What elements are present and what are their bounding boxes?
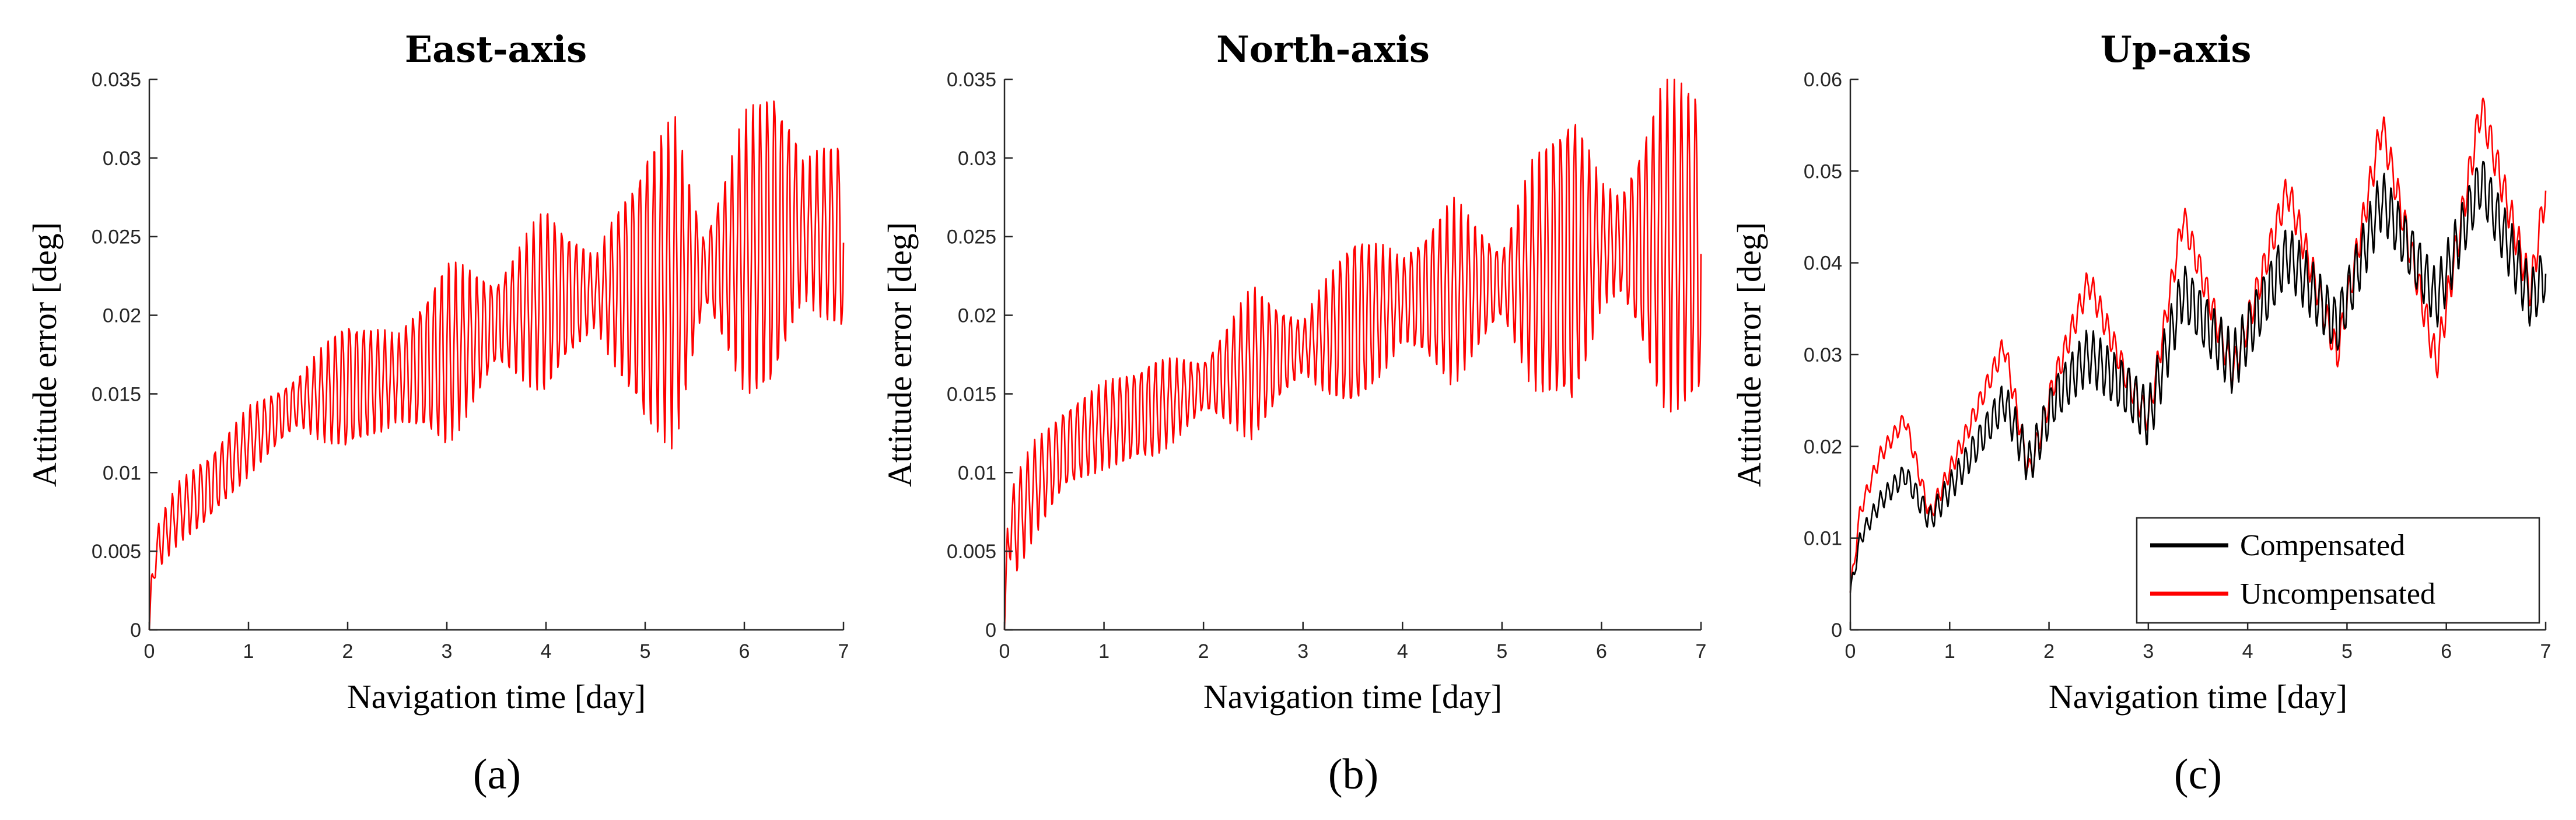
panel-b-axis-frame (1003, 79, 1701, 631)
panel-a-y-tick-label-1: 0.005 (92, 541, 141, 563)
panel-b-y-tick-label-2: 0.01 (958, 462, 996, 484)
panel-a-series-uncompensated-line (148, 100, 845, 630)
panel-b-y-tick-label-7: 0.035 (947, 69, 996, 91)
panel-a-y-axis-label: Attitude error [deg] (26, 222, 64, 487)
panel-c-series-layer (1849, 97, 2547, 593)
panel-a-series-layer (148, 100, 845, 630)
panel-a-y-tick-label-0: 0 (130, 619, 141, 642)
panel-c-title: Up-axis (2101, 28, 2252, 71)
panel-c-y-tick-label-6: 0.06 (1804, 69, 1842, 91)
panel-c-caption: (c) (2174, 751, 2222, 798)
panel-b-caption: (b) (1328, 751, 1378, 798)
panel-b-y-axis-label: Attitude error [deg] (881, 222, 919, 487)
panel-c-legend: Compensated Uncompensated (2136, 517, 2540, 624)
panel-a-x-tick-label-4: 4 (541, 640, 552, 663)
panel-a-x-axis-label: Navigation time [day] (347, 678, 646, 716)
panel-b-x-tick-label-6: 6 (1596, 640, 1607, 663)
panel-a-x-tick-label-6: 6 (739, 640, 750, 663)
panel-a-plot-area (149, 79, 844, 630)
panel-c-y-tick-label-3: 0.03 (1804, 344, 1842, 366)
panel-b-x-tick-label-1: 1 (1098, 640, 1110, 663)
panel-b-y-tick-label-6: 0.03 (958, 148, 996, 170)
panel-b-y-ticks: 0 0.005 0.01 0.015 0.02 0.025 0.03 0.035 (947, 69, 1013, 642)
panel-c-y-tick-label-2: 0.02 (1804, 436, 1842, 458)
legend-box (2136, 517, 2540, 624)
panel-a-x-tick-label-0: 0 (144, 640, 155, 663)
panel-a-x-tick-label-1: 1 (243, 640, 254, 663)
panel-b-y-tick-label-0: 0 (985, 619, 996, 642)
panel-c-x-tick-label-5: 5 (2342, 640, 2353, 663)
legend-compensated-label: Compensated (2240, 529, 2405, 562)
panel-a-x-ticks: 0 1 2 3 4 5 6 7 (144, 622, 849, 663)
panel-a-y-tick-label-2: 0.01 (103, 462, 141, 484)
panel-a-x-tick-label-2: 2 (342, 640, 354, 663)
panel-b-x-tick-label-0: 0 (999, 640, 1010, 663)
panel-a-title: East-axis (405, 28, 587, 71)
panel-c-y-axis-label: Attitude error [deg] (1730, 222, 1768, 487)
panel-a-x-tick-label-3: 3 (442, 640, 453, 663)
panel-a-y-tick-label-5: 0.025 (92, 226, 141, 248)
panel-a-y-tick-label-3: 0.015 (92, 383, 141, 405)
panel-c-x-tick-label-0: 0 (1845, 640, 1856, 663)
panel-a-y-tick-label-6: 0.03 (103, 148, 141, 170)
panel-a-y-tick-label-7: 0.035 (92, 69, 141, 91)
panel-b-title: North-axis (1216, 28, 1430, 71)
panel-b-x-tick-label-5: 5 (1496, 640, 1507, 663)
panel-a-axis-frame (148, 79, 844, 631)
panel-c-x-axis-label: Navigation time [day] (2049, 678, 2347, 716)
panel-c-y-tick-label-5: 0.05 (1804, 160, 1842, 183)
panel-c-y-tick-label-0: 0 (1831, 619, 1842, 642)
panel-c-y-tick-label-4: 0.04 (1804, 253, 1842, 275)
panel-a-y-tick-label-4: 0.02 (103, 305, 141, 327)
panel-b-y-tick-label-3: 0.015 (947, 383, 996, 405)
panel-a-y-ticks: 0 0.005 0.01 0.015 0.02 0.025 0.03 0.035 (92, 69, 158, 642)
panel-a: East-axis 0 1 2 3 4 5 6 7 0 0.005 0.01 0.015 0.02 0.… (26, 28, 849, 798)
panel-c-x-tick-label-2: 2 (2043, 640, 2054, 663)
panel-a-x-tick-label-5: 5 (640, 640, 651, 663)
panel-b-series-uncompensated-line (1003, 78, 1702, 630)
panel-b-y-tick-label-1: 0.005 (947, 541, 996, 563)
panel-b-x-ticks: 0 1 2 3 4 5 6 7 (999, 622, 1707, 663)
panel-b-x-axis-label: Navigation time [day] (1203, 678, 1502, 716)
panel-c-x-tick-label-1: 1 (1944, 640, 1955, 663)
panel-c-y-ticks: 0 0.01 0.02 0.03 0.04 0.05 0.06 (1804, 69, 1859, 642)
panel-b-x-tick-label-3: 3 (1297, 640, 1308, 663)
panel-c-series-compensated-line (1849, 160, 2547, 593)
panel-c-y-tick-label-1: 0.01 (1804, 528, 1842, 550)
panel-a-x-tick-label-7: 7 (838, 640, 849, 663)
panel-c-series-uncompensated-line (1849, 97, 2547, 593)
panel-c-x-tick-label-6: 6 (2441, 640, 2452, 663)
panel-a-caption: (a) (473, 751, 521, 798)
panel-c-x-tick-label-7: 7 (2540, 640, 2552, 663)
panel-b-series-layer (1003, 78, 1702, 630)
panel-b-y-tick-label-4: 0.02 (958, 305, 996, 327)
panel-b-x-tick-label-4: 4 (1397, 640, 1408, 663)
panel-c: Up-axis 0 1 2 3 4 5 6 7 0 0.01 0.02 0.03 0.04 0.05 0.… (1730, 28, 2551, 798)
panel-b-x-tick-label-7: 7 (1696, 640, 1707, 663)
panel-b-y-tick-label-5: 0.025 (947, 226, 996, 248)
panel-c-x-ticks: 0 1 2 3 4 5 6 7 (1845, 622, 2552, 663)
panel-c-x-tick-label-3: 3 (2143, 640, 2154, 663)
panel-b-x-tick-label-2: 2 (1198, 640, 1209, 663)
legend-uncompensated-label: Uncompensated (2240, 577, 2435, 611)
panel-c-x-tick-label-4: 4 (2242, 640, 2253, 663)
